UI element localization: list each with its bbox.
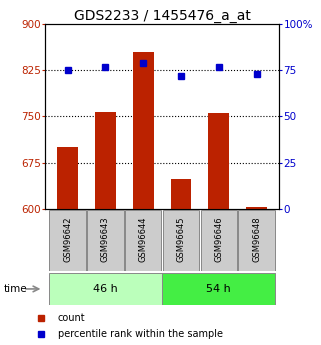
Text: time: time bbox=[3, 284, 27, 294]
Text: percentile rank within the sample: percentile rank within the sample bbox=[57, 329, 222, 339]
Text: GSM96646: GSM96646 bbox=[214, 217, 223, 262]
Title: GDS2233 / 1455476_a_at: GDS2233 / 1455476_a_at bbox=[74, 9, 251, 23]
Text: GSM96645: GSM96645 bbox=[177, 217, 186, 262]
Text: GSM96642: GSM96642 bbox=[63, 217, 72, 262]
Text: GSM96643: GSM96643 bbox=[101, 217, 110, 262]
Bar bbox=[208, 114, 229, 209]
Bar bbox=[49, 210, 86, 271]
Bar bbox=[95, 112, 116, 209]
Text: GSM96644: GSM96644 bbox=[139, 217, 148, 262]
Bar bbox=[57, 147, 78, 209]
Text: GSM96648: GSM96648 bbox=[252, 217, 261, 262]
Bar bbox=[49, 273, 162, 305]
Text: count: count bbox=[57, 313, 85, 323]
Bar bbox=[125, 210, 161, 271]
Bar bbox=[201, 210, 237, 271]
Bar bbox=[246, 207, 267, 209]
Bar bbox=[170, 179, 191, 209]
Bar bbox=[239, 210, 275, 271]
Text: 46 h: 46 h bbox=[93, 284, 118, 294]
Bar bbox=[162, 273, 275, 305]
Text: 54 h: 54 h bbox=[206, 284, 231, 294]
Bar bbox=[163, 210, 199, 271]
Bar bbox=[87, 210, 124, 271]
Bar bbox=[133, 52, 154, 209]
